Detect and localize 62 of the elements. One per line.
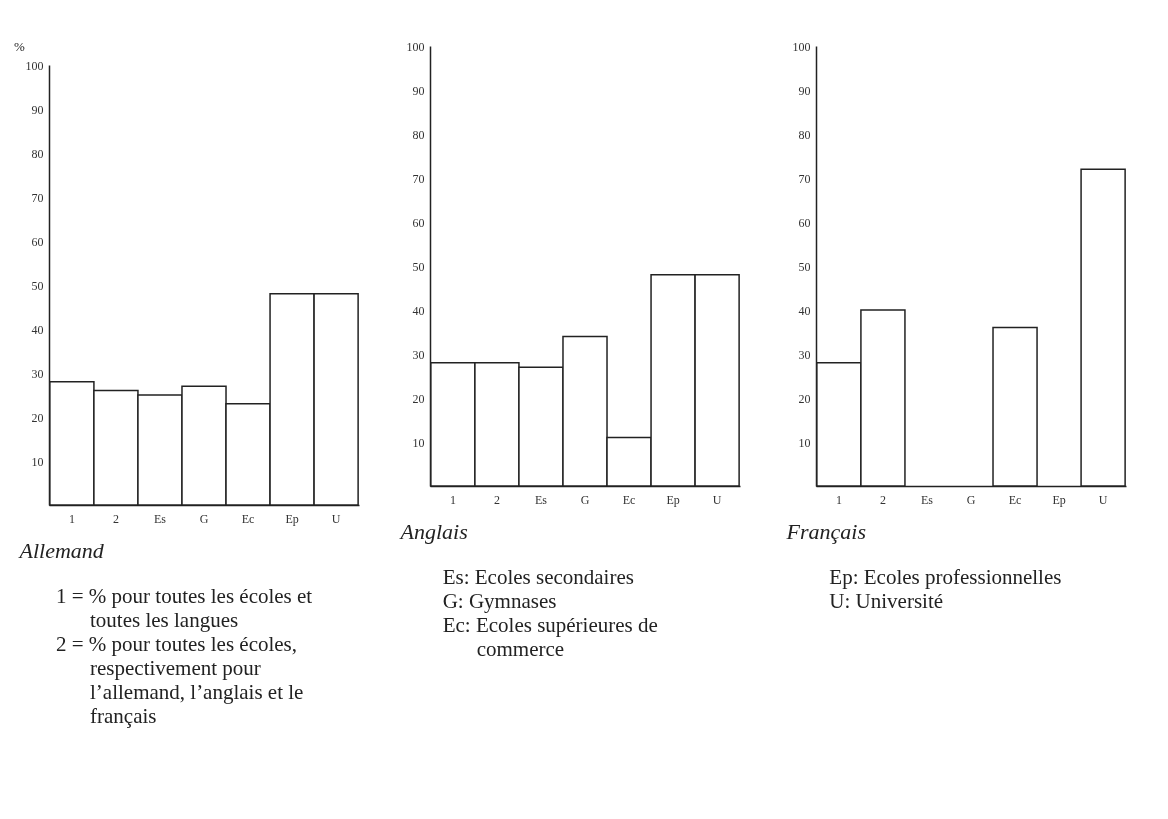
- x-tick-label: U: [1099, 492, 1109, 507]
- y-tick-label: 100: [792, 39, 811, 54]
- y-tick-label: 60: [412, 215, 425, 230]
- x-tick-label: 2: [880, 492, 887, 507]
- text: 1 = % pour toutes les écoles et toutes les langues: [56, 584, 314, 632]
- y-tick-label: 40: [31, 322, 44, 337]
- y-tick-label: 90: [31, 102, 44, 117]
- x-tick-label: Ec: [241, 511, 255, 526]
- x-axis-title: Allemand: [17, 537, 105, 563]
- x-tick-label: Ec: [1009, 492, 1022, 507]
- x-axis-title: Anglais: [398, 518, 468, 544]
- y-tick-label: 100: [406, 39, 425, 54]
- y-tick-label: 10: [798, 435, 811, 450]
- x-tick-label: Ep: [1052, 492, 1067, 507]
- y-tick-label: 80: [412, 127, 425, 142]
- x-axis-title: Français: [785, 518, 867, 544]
- text: G: Gymnases: [442, 589, 558, 613]
- y-tick-label: 60: [798, 215, 811, 230]
- y-tick-label: 90: [412, 83, 425, 98]
- y-axis-title: %: [14, 38, 26, 54]
- x-tick-label: 2: [112, 511, 119, 526]
- y-tick-label: 40: [412, 303, 425, 318]
- text: 2 = % pour toutes les écoles, respectivement pour l’allemand, l’anglais et le français: [56, 632, 305, 728]
- text: U: Université: [829, 589, 945, 613]
- x-tick-label: G: [580, 492, 590, 507]
- y-tick-label: 50: [412, 259, 425, 274]
- y-tick-label: 80: [798, 127, 811, 142]
- y-tick-label: 10: [412, 435, 425, 450]
- x-tick-label: Es: [534, 492, 547, 507]
- x-tick-label: 1: [449, 492, 456, 507]
- text: Es: Ecoles secondaires: [442, 565, 635, 589]
- y-tick-label: 20: [798, 391, 811, 406]
- y-tick-label: 30: [31, 366, 44, 381]
- y-tick-label: 70: [798, 171, 811, 186]
- text: Ec: Ecoles supérieures de commerce: [442, 613, 659, 661]
- x-tick-label: G: [199, 511, 209, 526]
- y-tick-label: 100: [25, 58, 44, 73]
- y-tick-label: 70: [31, 190, 44, 205]
- y-tick-label: 60: [31, 234, 44, 249]
- y-tick-label: 80: [31, 146, 44, 161]
- y-tick-label: 20: [412, 391, 425, 406]
- x-tick-label: Ep: [285, 511, 299, 526]
- x-tick-label: 2: [493, 492, 500, 507]
- x-tick-label: Ep: [666, 492, 680, 507]
- y-tick-label: 90: [798, 83, 811, 98]
- x-tick-label: G: [967, 492, 977, 507]
- x-tick-label: 1: [836, 492, 843, 507]
- text: Ep: Ecoles professionnelles: [829, 565, 1063, 589]
- x-tick-label: U: [712, 492, 722, 507]
- y-tick-label: 50: [798, 259, 811, 274]
- y-tick-label: 30: [412, 347, 425, 362]
- y-tick-label: 70: [412, 171, 425, 186]
- x-tick-label: Ec: [622, 492, 636, 507]
- y-tick-label: 40: [798, 303, 811, 318]
- y-tick-label: 20: [31, 410, 44, 425]
- x-tick-label: Es: [153, 511, 167, 526]
- x-tick-label: U: [331, 511, 341, 526]
- x-tick-label: Es: [921, 492, 934, 507]
- x-tick-label: 1: [68, 511, 75, 526]
- y-tick-label: 50: [31, 278, 44, 293]
- y-tick-label: 30: [798, 347, 811, 362]
- y-tick-label: 10: [31, 454, 44, 469]
